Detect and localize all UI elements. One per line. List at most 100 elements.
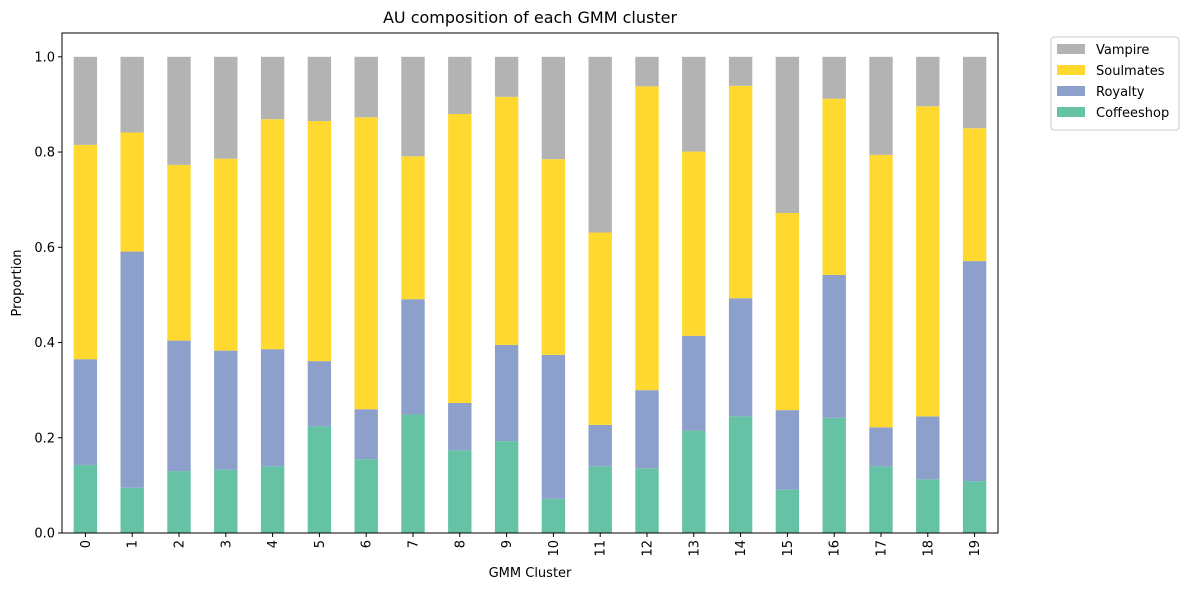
bar-segment-royalty-cluster-11 xyxy=(588,424,612,467)
bar-segment-coffeeshop-cluster-2 xyxy=(167,471,191,533)
bar-segment-coffeeshop-cluster-7 xyxy=(401,414,425,533)
bar-segment-coffeeshop-cluster-14 xyxy=(728,416,753,533)
bar-segment-soulmates-cluster-7 xyxy=(401,156,425,300)
bar-segment-royalty-cluster-8 xyxy=(448,403,472,451)
bar-segment-soulmates-cluster-13 xyxy=(682,151,706,336)
bar-segment-soulmates-cluster-9 xyxy=(494,96,519,345)
x-tick-label: 16 xyxy=(828,540,843,557)
x-tick-label: 9 xyxy=(500,540,515,548)
bar-segment-vampire-cluster-8 xyxy=(448,56,472,114)
x-tick-label: 17 xyxy=(875,540,890,557)
bar-segment-coffeeshop-cluster-13 xyxy=(682,430,706,533)
x-tick-label: 5 xyxy=(313,540,328,548)
x-tick-label: 2 xyxy=(173,540,188,548)
bar-segment-royalty-cluster-16 xyxy=(822,274,846,418)
bar-segment-soulmates-cluster-17 xyxy=(869,154,893,428)
bar-segment-royalty-cluster-10 xyxy=(541,354,566,499)
x-tick-label: 13 xyxy=(687,540,702,557)
bar-segment-vampire-cluster-18 xyxy=(916,56,940,107)
bar-segment-royalty-cluster-15 xyxy=(775,410,800,490)
x-tick-label: 10 xyxy=(547,540,562,557)
bar-segment-coffeeshop-cluster-11 xyxy=(588,466,612,533)
bar-segment-soulmates-cluster-14 xyxy=(728,85,753,299)
bar-segment-vampire-cluster-9 xyxy=(494,56,519,97)
legend-swatch-vampire xyxy=(1057,44,1085,54)
bar-segment-royalty-cluster-14 xyxy=(728,298,753,417)
bar-segment-vampire-cluster-7 xyxy=(401,56,425,157)
legend: Vampire Soulmates Royalty Coffeeshop xyxy=(1050,36,1180,131)
x-tick-label: 7 xyxy=(407,540,422,548)
bar-segment-soulmates-cluster-0 xyxy=(73,144,98,360)
legend-swatch-soulmates xyxy=(1057,65,1085,75)
bar-segment-coffeeshop-cluster-4 xyxy=(260,466,285,533)
bar-segment-vampire-cluster-4 xyxy=(260,56,285,120)
bar-segment-vampire-cluster-10 xyxy=(541,56,566,160)
x-tick-label: 12 xyxy=(641,540,656,557)
bar-segment-soulmates-cluster-5 xyxy=(307,121,332,362)
bar-segment-royalty-cluster-12 xyxy=(635,390,659,469)
bar-segment-vampire-cluster-17 xyxy=(869,56,893,155)
bar-segment-royalty-cluster-0 xyxy=(73,359,98,465)
bar-segment-royalty-cluster-1 xyxy=(120,251,144,488)
bar-segment-royalty-cluster-4 xyxy=(260,349,285,467)
legend-label-vampire: Vampire xyxy=(1096,43,1149,58)
bar-segment-coffeeshop-cluster-12 xyxy=(635,468,659,533)
bar-segment-royalty-cluster-5 xyxy=(307,361,332,427)
x-tick-label: 1 xyxy=(126,540,141,548)
x-tick-label: 14 xyxy=(734,540,749,557)
legend-frame xyxy=(1050,36,1180,131)
y-axis-ticks: 0.0 0.2 0.4 0.6 0.8 1.0 xyxy=(34,50,62,542)
bar-segment-soulmates-cluster-2 xyxy=(167,164,191,341)
bar-segment-royalty-cluster-6 xyxy=(354,409,378,460)
x-tick-label: 18 xyxy=(921,540,936,557)
bar-segment-vampire-cluster-6 xyxy=(354,56,378,118)
y-tick-label: 0.8 xyxy=(34,146,55,161)
bar-segment-royalty-cluster-2 xyxy=(167,340,191,472)
bar-segment-coffeeshop-cluster-15 xyxy=(775,489,800,533)
bar-segment-coffeeshop-cluster-0 xyxy=(73,464,98,533)
bar-segment-soulmates-cluster-18 xyxy=(916,106,940,417)
bars-group xyxy=(73,56,987,533)
bar-segment-vampire-cluster-15 xyxy=(775,56,800,214)
x-tick-label: 11 xyxy=(594,540,609,557)
bar-segment-royalty-cluster-3 xyxy=(214,350,238,470)
x-tick-label: 6 xyxy=(360,540,375,548)
bar-segment-vampire-cluster-0 xyxy=(73,56,98,145)
bar-segment-vampire-cluster-14 xyxy=(728,56,753,86)
x-tick-label: 8 xyxy=(453,540,468,548)
bar-segment-royalty-cluster-13 xyxy=(682,335,706,431)
bar-segment-soulmates-cluster-12 xyxy=(635,86,659,391)
bar-segment-vampire-cluster-12 xyxy=(635,56,659,87)
legend-label-soulmates: Soulmates xyxy=(1096,64,1165,79)
y-tick-label: 0.4 xyxy=(34,336,55,351)
bar-segment-soulmates-cluster-10 xyxy=(541,159,566,355)
bar-segment-coffeeshop-cluster-5 xyxy=(307,426,332,533)
bar-segment-vampire-cluster-5 xyxy=(307,56,332,122)
bar-segment-soulmates-cluster-19 xyxy=(962,128,987,262)
bar-segment-coffeeshop-cluster-10 xyxy=(541,498,566,533)
y-tick-label: 0.6 xyxy=(34,241,55,256)
chart-title: AU composition of each GMM cluster xyxy=(383,8,677,27)
bar-segment-soulmates-cluster-8 xyxy=(448,113,472,403)
legend-swatch-royalty xyxy=(1057,86,1085,96)
bar-segment-coffeeshop-cluster-18 xyxy=(916,479,940,533)
x-tick-label: 4 xyxy=(266,540,281,548)
x-tick-label: 15 xyxy=(781,540,796,557)
bar-segment-soulmates-cluster-11 xyxy=(588,232,612,425)
bar-segment-vampire-cluster-11 xyxy=(588,56,612,233)
bar-segment-vampire-cluster-2 xyxy=(167,56,191,165)
bar-segment-royalty-cluster-9 xyxy=(494,344,519,442)
bar-segment-royalty-cluster-19 xyxy=(962,261,987,482)
y-tick-label: 1.0 xyxy=(34,50,55,65)
bar-segment-coffeeshop-cluster-16 xyxy=(822,417,846,533)
bar-segment-soulmates-cluster-4 xyxy=(260,119,285,350)
y-axis-label: Proportion xyxy=(10,249,25,316)
bar-segment-coffeeshop-cluster-19 xyxy=(962,481,987,533)
bar-segment-soulmates-cluster-1 xyxy=(120,132,144,252)
bar-segment-royalty-cluster-18 xyxy=(916,416,940,480)
bar-segment-vampire-cluster-1 xyxy=(120,56,144,133)
y-tick-label: 0.0 xyxy=(34,527,55,542)
bar-segment-royalty-cluster-17 xyxy=(869,427,893,467)
bar-segment-coffeeshop-cluster-8 xyxy=(448,450,472,533)
